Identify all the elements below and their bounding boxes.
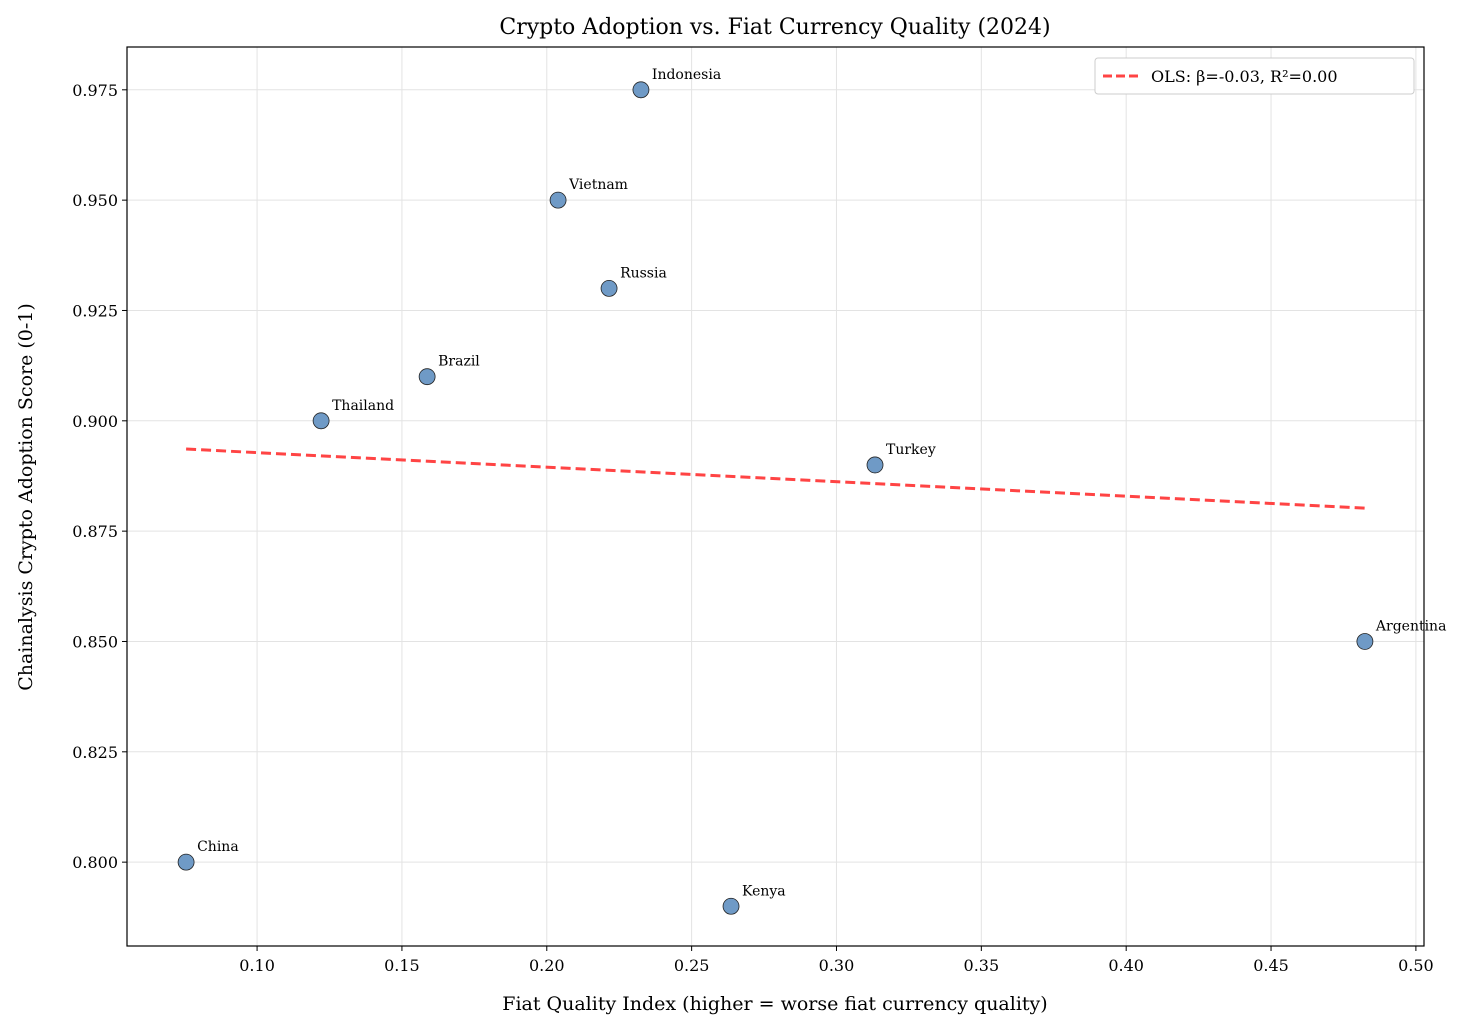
y-tick-label: 0.850	[72, 632, 118, 651]
legend: OLS: β=-0.03, R²=0.00	[1094, 57, 1415, 95]
point-label: Kenya	[742, 883, 786, 899]
point-label: Vietnam	[568, 177, 628, 193]
ticks: 0.10 0.15 0.20 0.25 0.30 0.35 0.40 0.45 0.50 0.80…	[72, 81, 1434, 975]
data-point	[632, 81, 650, 99]
point-label: Turkey	[886, 442, 936, 458]
data-point	[312, 412, 330, 430]
chart-title: Crypto Adoption vs. Fiat Currency Qualit…	[499, 15, 1050, 40]
ols-fit-line	[186, 447, 1365, 510]
data-point	[600, 280, 618, 297]
data-point	[177, 853, 195, 871]
y-tick-label: 0.825	[72, 743, 118, 762]
y-axis-label: Chainalysis Crypto Adoption Score (0-1)	[15, 303, 37, 691]
data-point	[866, 456, 884, 474]
x-tick-label: 0.25	[674, 956, 710, 975]
x-tick-label: 0.15	[384, 956, 420, 975]
point-label: China	[197, 839, 239, 855]
x-tick-label: 0.30	[819, 956, 855, 975]
y-tick-label: 0.925	[72, 301, 118, 320]
y-tick-label: 0.950	[72, 191, 118, 210]
point-label: Thailand	[332, 398, 394, 414]
y-tick-label: 0.975	[72, 81, 118, 100]
x-tick-label: 0.45	[1253, 956, 1289, 975]
x-tick-label: 0.35	[964, 956, 1000, 975]
x-tick-label: 0.20	[529, 956, 565, 975]
points: Indonesia Vietnam Russia Brazil Thailand Turk…	[177, 67, 1447, 915]
point-label: Russia	[620, 265, 667, 281]
legend-label: OLS: β=-0.03, R²=0.00	[1151, 67, 1338, 86]
point-label: Indonesia	[652, 67, 721, 83]
x-tick-label: 0.50	[1398, 956, 1434, 975]
x-tick-label: 0.40	[1108, 956, 1144, 975]
y-tick-label: 0.900	[72, 412, 118, 431]
x-tick-label: 0.10	[239, 956, 275, 975]
point-label: Brazil	[438, 354, 480, 370]
data-point	[722, 897, 740, 915]
data-point	[418, 368, 436, 386]
fit-line-group	[186, 447, 1365, 510]
x-axis-label: Fiat Quality Index (higher = worse fiat …	[502, 993, 1047, 1015]
plot-frame	[126, 46, 1425, 947]
grid	[127, 47, 1424, 946]
data-point	[1356, 633, 1374, 650]
point-label: Argentina	[1375, 618, 1447, 634]
data-point	[549, 191, 567, 209]
y-tick-label: 0.800	[72, 853, 118, 872]
y-tick-label: 0.875	[72, 522, 118, 541]
legend-box	[1094, 57, 1415, 95]
